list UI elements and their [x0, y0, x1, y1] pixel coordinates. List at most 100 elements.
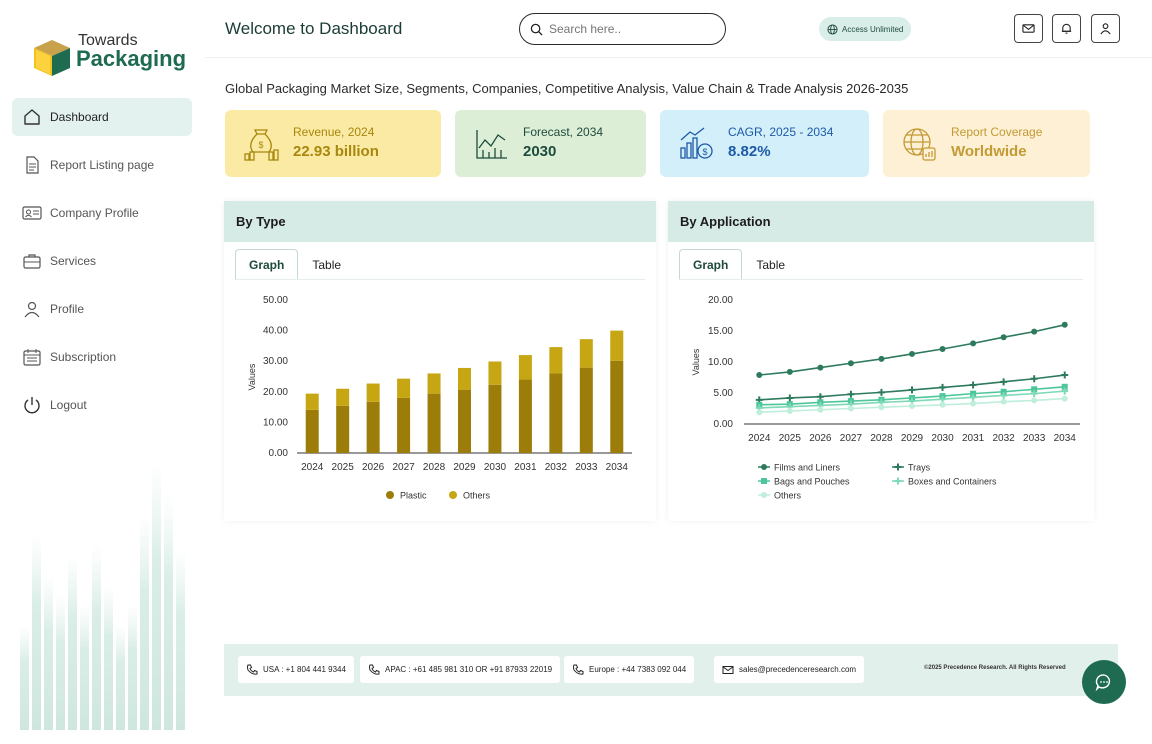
x-tick-label: 2034	[1054, 433, 1077, 444]
sidebar-item-report-listing[interactable]: Report Listing page	[12, 146, 192, 184]
kpi-card-coverage: Report Coverage Worldwide	[883, 110, 1090, 177]
data-point	[786, 394, 794, 402]
search-input[interactable]	[549, 22, 709, 36]
brand-logo[interactable]: Towards Packaging	[30, 32, 190, 78]
data-point	[969, 381, 977, 389]
y-tick-label: 0.00	[269, 448, 289, 459]
panel-title: By Application	[668, 201, 1094, 242]
footer-apac-phone[interactable]: APAC : +61 485 981 310 OR +91 87933 2201…	[360, 656, 561, 683]
x-tick-label: 2026	[362, 462, 385, 473]
sidebar-item-logout[interactable]: Logout	[12, 386, 192, 424]
footer: USA : +1 804 441 9344 APAC : +61 485 981…	[224, 644, 1118, 696]
money-bag-icon: $	[244, 129, 279, 161]
x-tick-label: 2033	[1023, 433, 1046, 444]
x-tick-label: 2026	[809, 433, 832, 444]
data-point	[816, 393, 824, 401]
y-tick-label: 5.00	[714, 388, 734, 399]
kpi-label: CAGR, 2025 - 2034	[728, 125, 834, 139]
footer-email[interactable]: sales@precedenceresearch.com	[714, 656, 865, 683]
y-tick-label: 30.00	[263, 356, 288, 367]
tab-table[interactable]: Table	[312, 258, 342, 272]
notifications-button[interactable]	[1052, 14, 1081, 43]
growth-coin-icon: $	[680, 127, 713, 159]
sidebar-item-dashboard[interactable]: Dashboard	[12, 98, 192, 136]
x-tick-label: 2030	[931, 433, 954, 444]
search-box[interactable]	[519, 13, 726, 45]
sidebar-item-company-profile[interactable]: Company Profile	[12, 194, 192, 232]
mail-icon	[722, 665, 734, 674]
bar-plastic	[366, 401, 380, 453]
footer-text: sales@precedenceresearch.com	[739, 665, 857, 674]
access-badge[interactable]: Access Unlimited	[819, 17, 912, 41]
mail-button[interactable]	[1014, 14, 1043, 43]
x-tick-label: 2024	[748, 433, 771, 444]
data-point	[1061, 395, 1068, 402]
kpi-card-cagr: $ CAGR, 2025 - 2034 8.82%	[660, 110, 869, 177]
data-point	[878, 404, 885, 411]
y-tick-label: 20.00	[708, 295, 733, 306]
kpi-label: Revenue, 2024	[293, 125, 375, 139]
data-point	[786, 407, 793, 414]
x-tick-label: 2031	[514, 462, 537, 473]
bar-plastic	[518, 379, 532, 453]
x-tick-label: 2028	[423, 462, 446, 473]
y-tick-label: 10.00	[263, 417, 288, 428]
sidebar-item-label: Company Profile	[50, 206, 139, 220]
data-point	[970, 340, 977, 347]
calendar-icon	[23, 349, 41, 366]
chat-button[interactable]	[1082, 660, 1126, 704]
data-point	[939, 401, 946, 408]
tab-graph[interactable]: Graph	[235, 249, 299, 280]
sidebar-item-profile[interactable]: Profile	[12, 290, 192, 328]
brand-line2: Packaging	[76, 46, 187, 71]
kpi-value: 22.93 billion	[293, 143, 379, 160]
page-title: Global Packaging Market Size, Segments, …	[225, 81, 909, 96]
data-point	[878, 355, 885, 362]
sidebar-item-services[interactable]: Services	[12, 242, 192, 280]
phone-icon	[369, 664, 380, 675]
bar-plastic	[336, 405, 350, 453]
legend-label: Others	[463, 491, 491, 501]
y-axis-label: Values	[691, 348, 701, 375]
x-tick-label: 2033	[575, 462, 598, 473]
kpi-card-forecast: Forecast, 2034 2030	[455, 110, 646, 177]
top-header: Welcome to Dashboard Access Unlimited	[205, 0, 1152, 58]
sidebar-item-subscription[interactable]: Subscription	[12, 338, 192, 376]
sidebar: Towards Packaging Dashboard Report Listi…	[0, 0, 205, 744]
y-tick-label: 40.00	[263, 326, 288, 337]
bell-icon	[1061, 23, 1072, 34]
user-icon	[24, 301, 40, 318]
document-icon	[26, 156, 39, 174]
svg-text:$: $	[258, 140, 263, 150]
data-point	[939, 383, 947, 391]
footer-europe-phone[interactable]: Europe : +44 7383 092 044	[564, 656, 695, 683]
data-point	[970, 390, 977, 397]
tab-graph[interactable]: Graph	[679, 249, 743, 280]
data-point	[970, 400, 977, 407]
data-point	[1061, 321, 1068, 328]
data-point	[756, 372, 763, 379]
bar-others	[427, 373, 441, 394]
data-point	[1061, 371, 1069, 379]
tab-table[interactable]: Table	[756, 258, 786, 272]
data-point	[877, 388, 885, 396]
x-tick-label: 2029	[901, 433, 924, 444]
kpi-label: Forecast, 2034	[523, 125, 604, 139]
tab-divider	[235, 279, 645, 280]
tab-bar: Graph Table	[235, 249, 355, 280]
footer-usa-phone[interactable]: USA : +1 804 441 9344	[238, 656, 354, 683]
x-tick-label: 2031	[962, 433, 985, 444]
y-axis-label: Values	[247, 363, 257, 390]
briefcase-icon	[23, 254, 41, 269]
footer-text: APAC : +61 485 981 310 OR +91 87933 2201…	[385, 665, 553, 674]
tab-bar: Graph Table	[679, 249, 799, 280]
bar-plastic	[305, 409, 319, 453]
bar-plastic	[488, 384, 502, 453]
footer-text: USA : +1 804 441 9344	[263, 665, 346, 674]
y-tick-label: 20.00	[263, 387, 288, 398]
chat-bubble-icon	[1095, 674, 1111, 692]
bar-plastic	[610, 360, 624, 453]
account-button[interactable]	[1091, 14, 1120, 43]
data-point	[1061, 387, 1069, 395]
legend-marker	[894, 477, 902, 485]
